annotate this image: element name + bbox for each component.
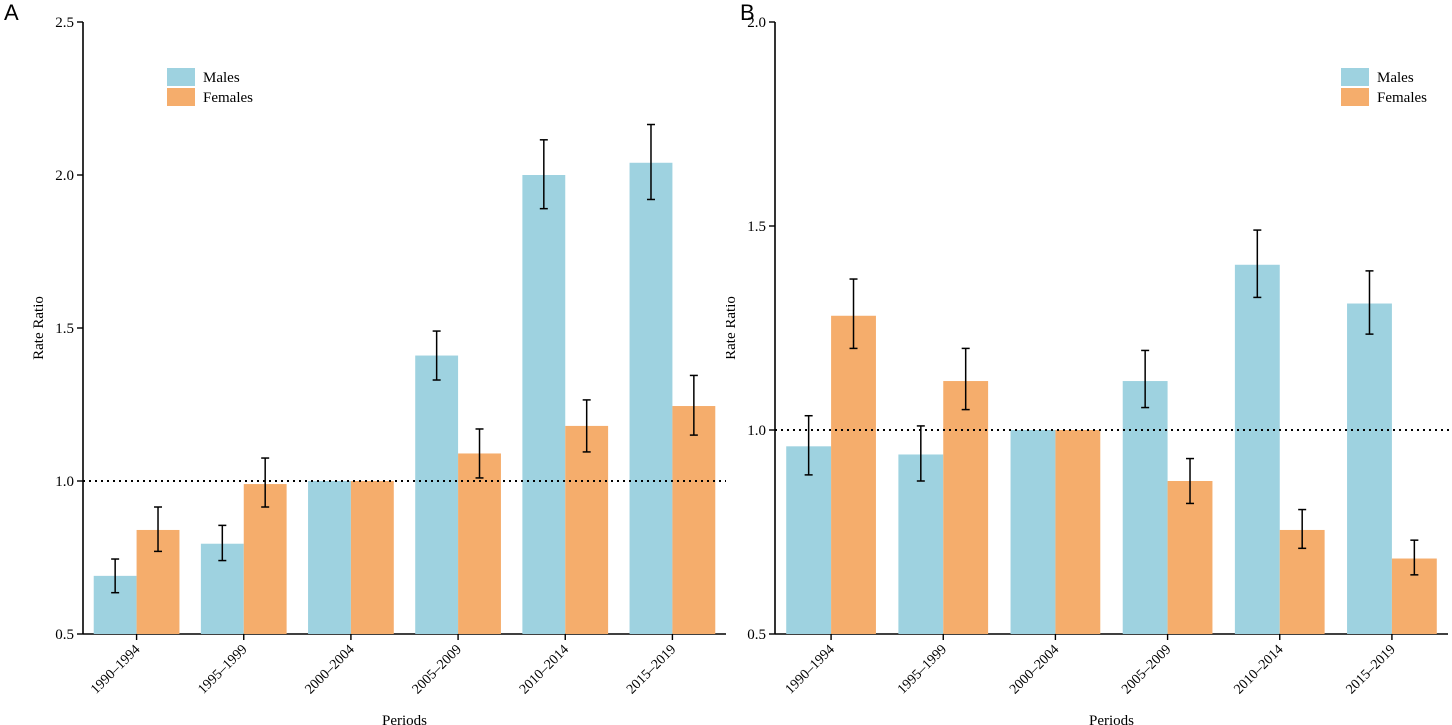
x-tick-label: 1990–1994: [88, 642, 143, 697]
x-tick-label: 2015–2019: [624, 642, 679, 697]
bar-males: [522, 175, 566, 634]
y-axis-label: Rate Ratio: [31, 296, 47, 360]
legend-label-males: Males: [1377, 70, 1414, 86]
bar-males: [308, 481, 351, 634]
x-tick-label: 1990–1994: [783, 642, 838, 697]
x-tick-label: 2010–2014: [517, 642, 572, 697]
x-axis-label: Periods: [1089, 713, 1134, 725]
x-tick-label: 2015–2019: [1344, 642, 1399, 697]
panel-label-b: B: [740, 0, 755, 25]
bar-females: [831, 315, 876, 634]
legend-label-females: Females: [1377, 90, 1427, 106]
x-tick-label: 2005–2009: [410, 642, 465, 697]
y-tick-label: 2.0: [55, 168, 74, 184]
y-tick-label: 0.5: [747, 627, 766, 643]
y-tick-label: 1.0: [55, 474, 74, 490]
bar-males: [1347, 303, 1392, 634]
x-axis-label: Periods: [382, 713, 427, 725]
y-tick-label: 0.5: [55, 627, 74, 643]
bar-males: [786, 446, 832, 634]
y-tick-label: 2.0: [747, 15, 766, 31]
y-tick-label: 2.5: [55, 15, 74, 31]
legend-label-males: Males: [203, 70, 240, 86]
bar-males: [1122, 381, 1168, 634]
x-tick-label: 1995–1999: [195, 642, 250, 697]
legend-label-females: Females: [203, 90, 253, 106]
y-tick-label: 1.5: [55, 321, 74, 337]
legend-swatch-males: [167, 68, 195, 86]
chart-a: 0.5 1.0 1.5 2.0 2.5 1990–1994 1995–1999 2000–20…: [31, 15, 726, 725]
bar-females: [1167, 481, 1213, 634]
bar-females: [458, 453, 501, 634]
chart-b: 0.5 1.0 1.5 2.0 1990–1994 1995–1999 2000–2004 2…: [726, 15, 1452, 725]
panel-label-a: A: [4, 0, 19, 25]
x-tick-label: 2005–2009: [1119, 642, 1174, 697]
legend-swatch-females: [1341, 88, 1369, 106]
legend-swatch-females: [167, 88, 195, 106]
bar-females: [243, 484, 287, 634]
y-tick-label: 1.5: [747, 219, 766, 235]
x-tick-label: 2010–2014: [1231, 642, 1286, 697]
x-tick-label: 2000–2004: [1007, 642, 1062, 697]
bar-males: [415, 355, 459, 634]
bar-males: [898, 454, 944, 634]
bar-males: [1010, 430, 1056, 634]
bar-females: [565, 425, 609, 634]
bar-males: [629, 162, 673, 634]
legend-swatch-males: [1341, 68, 1369, 86]
bar-males: [1234, 264, 1280, 634]
bar-females: [350, 481, 394, 634]
bar-females: [672, 406, 716, 634]
bar-females: [943, 381, 989, 634]
bar-females: [1055, 430, 1101, 634]
x-tick-label: 2000–2004: [303, 642, 358, 697]
x-tick-label: 1995–1999: [895, 642, 950, 697]
y-tick-label: 1.0: [747, 423, 766, 439]
y-axis-label: Rate Ratio: [726, 296, 739, 360]
